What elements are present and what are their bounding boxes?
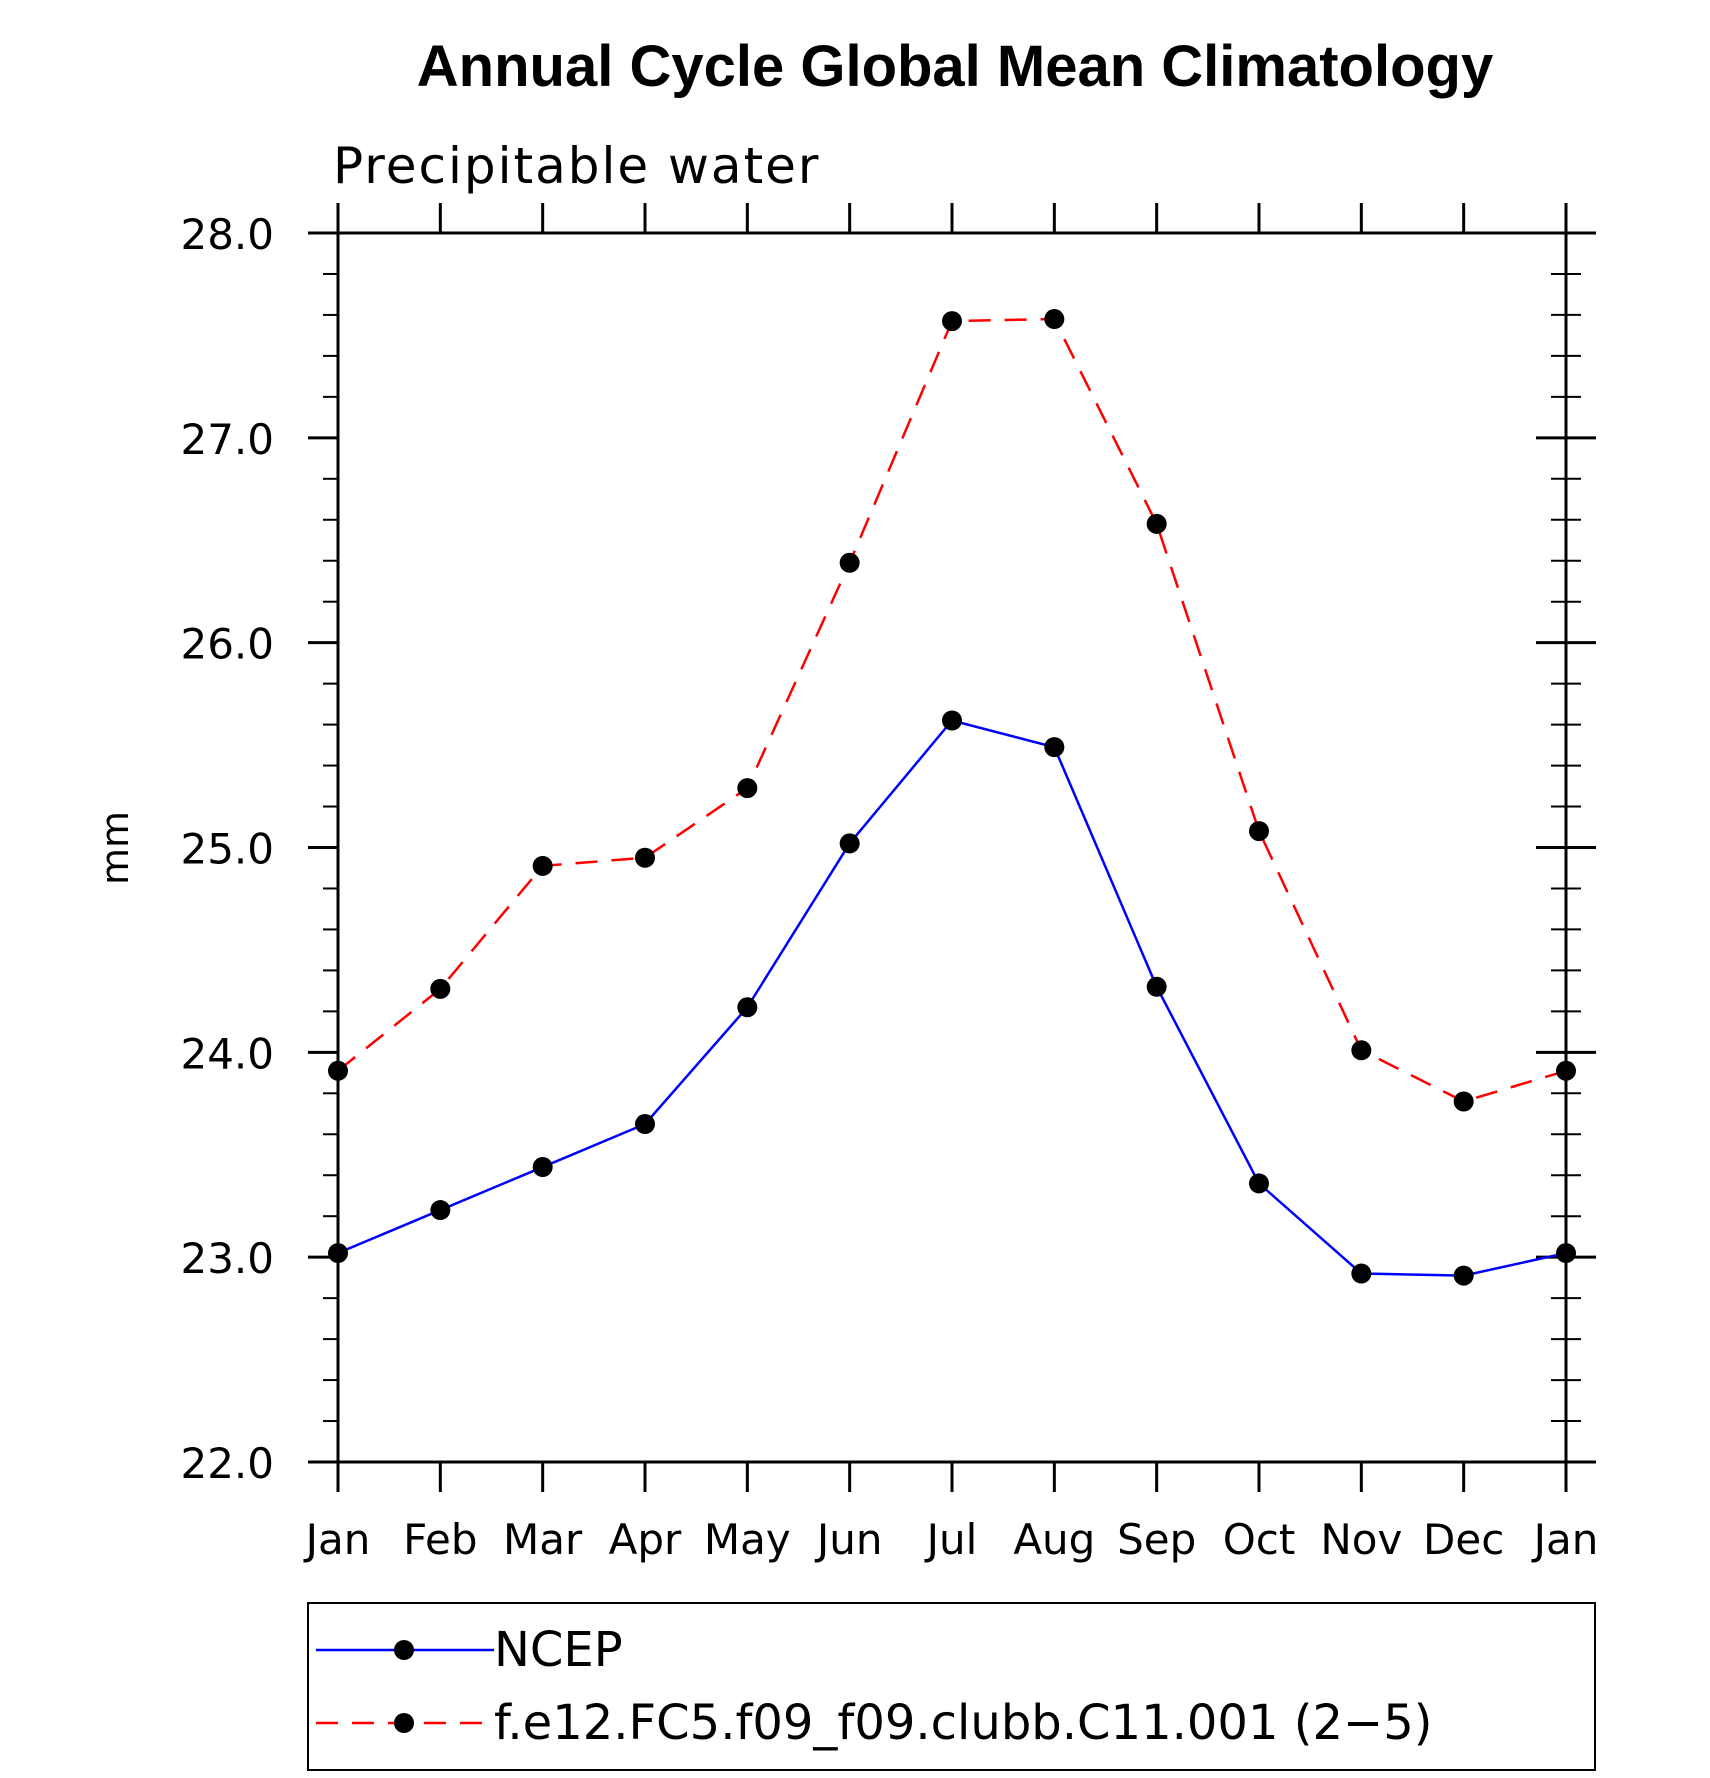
y-tick-label: 28.0: [180, 210, 274, 259]
x-tick-label: Jan: [303, 1515, 371, 1564]
x-tick-label: Dec: [1423, 1515, 1504, 1564]
series-point: [1453, 1091, 1474, 1112]
plot-series: [328, 309, 1576, 1286]
plot-frame: [336, 231, 1568, 1464]
y-tick-label: 26.0: [180, 620, 274, 669]
series-point: [1146, 976, 1167, 997]
x-tick-label: Apr: [609, 1515, 682, 1564]
x-tick-label: May: [704, 1515, 791, 1564]
legend-label-ncep: NCEP: [494, 1622, 623, 1678]
x-tick-label: Jun: [814, 1515, 883, 1564]
series-point: [737, 778, 758, 799]
axis-ticks: Jan Feb Mar Apr May Jun Jul Aug Sep Oct Nov Dec Jan 2…: [180, 203, 1598, 1564]
series-point: [1351, 1263, 1372, 1284]
series-point: [430, 978, 451, 999]
x-tick-label: Feb: [403, 1515, 477, 1564]
y-axis-label: mm: [93, 811, 137, 885]
x-tick-label: Sep: [1117, 1515, 1196, 1564]
legend: NCEP f.e12.FC5.f09_f09.clubb.C11.001 (2−…: [307, 1602, 1596, 1771]
legend-box: [307, 1602, 1596, 1771]
chart-subtitle: Precipitable water: [333, 137, 821, 195]
series-point: [532, 1157, 553, 1178]
series-point: [1351, 1040, 1372, 1061]
series-point: [839, 552, 860, 573]
series-point: [1249, 1173, 1269, 1194]
series-line: [337, 317, 1567, 1103]
series-line: [337, 719, 1567, 1277]
y-tick-label: 24.0: [180, 1029, 274, 1078]
x-tick-label: Jan: [1531, 1515, 1599, 1564]
x-tick-label: Aug: [1013, 1515, 1095, 1564]
series-point: [1044, 309, 1065, 330]
x-tick-label: Jul: [924, 1515, 978, 1564]
series-point: [532, 855, 553, 876]
x-tick-label: Nov: [1320, 1515, 1402, 1564]
series-point: [635, 1114, 655, 1135]
series-point: [635, 847, 655, 868]
legend-label-model: f.e12.FC5.f09_f09.clubb.C11.001 (2−5): [494, 1695, 1432, 1751]
legend-marker-model: [394, 1713, 414, 1733]
series-point: [1453, 1265, 1474, 1286]
series-point: [737, 997, 758, 1018]
y-tick-label: 25.0: [180, 825, 274, 874]
series-point: [1044, 737, 1065, 758]
x-tick-label: Mar: [503, 1515, 583, 1564]
y-tick-label: 22.0: [180, 1439, 274, 1488]
x-tick-label: Oct: [1223, 1515, 1296, 1564]
legend-marker-ncep: [394, 1640, 414, 1660]
series-point: [839, 833, 860, 854]
y-tick-label: 27.0: [180, 415, 274, 464]
series-point: [1249, 821, 1269, 842]
chart-title: Annual Cycle Global Mean Climatology: [417, 34, 1493, 99]
series-point: [430, 1200, 451, 1221]
series-point: [942, 710, 962, 731]
y-tick-label: 23.0: [180, 1234, 274, 1283]
series-point: [942, 311, 962, 332]
series-point: [1146, 513, 1167, 534]
